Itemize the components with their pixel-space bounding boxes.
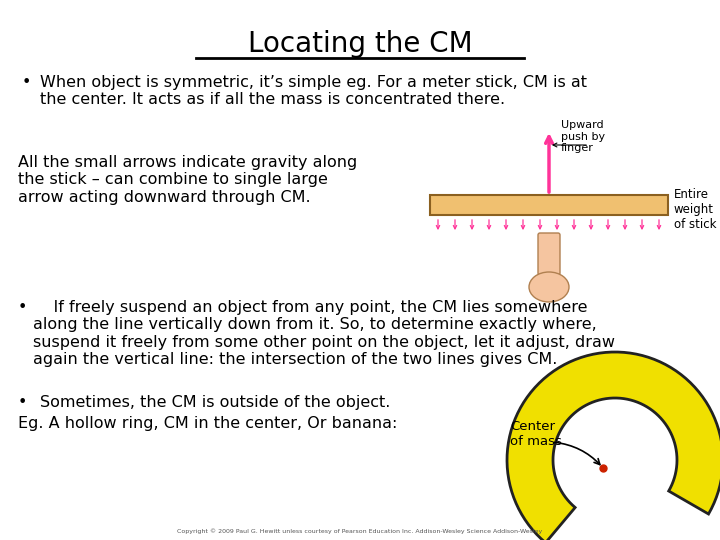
Text: Eg. A hollow ring, CM in the center, Or banana:: Eg. A hollow ring, CM in the center, Or … bbox=[18, 416, 397, 431]
Text: Entire
weight
of stick: Entire weight of stick bbox=[674, 188, 716, 232]
Text: •: • bbox=[18, 300, 27, 315]
Text: All the small arrows indicate gravity along
the stick – can combine to single la: All the small arrows indicate gravity al… bbox=[18, 155, 357, 205]
Text: If freely suspend an object from any point, the CM lies somewhere
along the line: If freely suspend an object from any poi… bbox=[33, 300, 615, 367]
Text: •: • bbox=[18, 395, 27, 410]
FancyBboxPatch shape bbox=[538, 233, 560, 275]
Text: Upward
push by
finger: Upward push by finger bbox=[561, 120, 605, 153]
Text: Locating the CM: Locating the CM bbox=[248, 30, 472, 58]
Text: Center
of mass: Center of mass bbox=[510, 420, 562, 448]
FancyBboxPatch shape bbox=[430, 195, 668, 215]
Text: When object is symmetric, it’s simple eg. For a meter stick, CM is at
the center: When object is symmetric, it’s simple eg… bbox=[40, 75, 587, 107]
Text: Copyright © 2009 Paul G. Hewitt unless courtesy of Pearson Education Inc. Addiso: Copyright © 2009 Paul G. Hewitt unless c… bbox=[177, 528, 543, 534]
Text: •: • bbox=[22, 75, 32, 90]
Polygon shape bbox=[507, 352, 720, 540]
Ellipse shape bbox=[529, 272, 569, 302]
Text: Sometimes, the CM is outside of the object.: Sometimes, the CM is outside of the obje… bbox=[40, 395, 390, 410]
